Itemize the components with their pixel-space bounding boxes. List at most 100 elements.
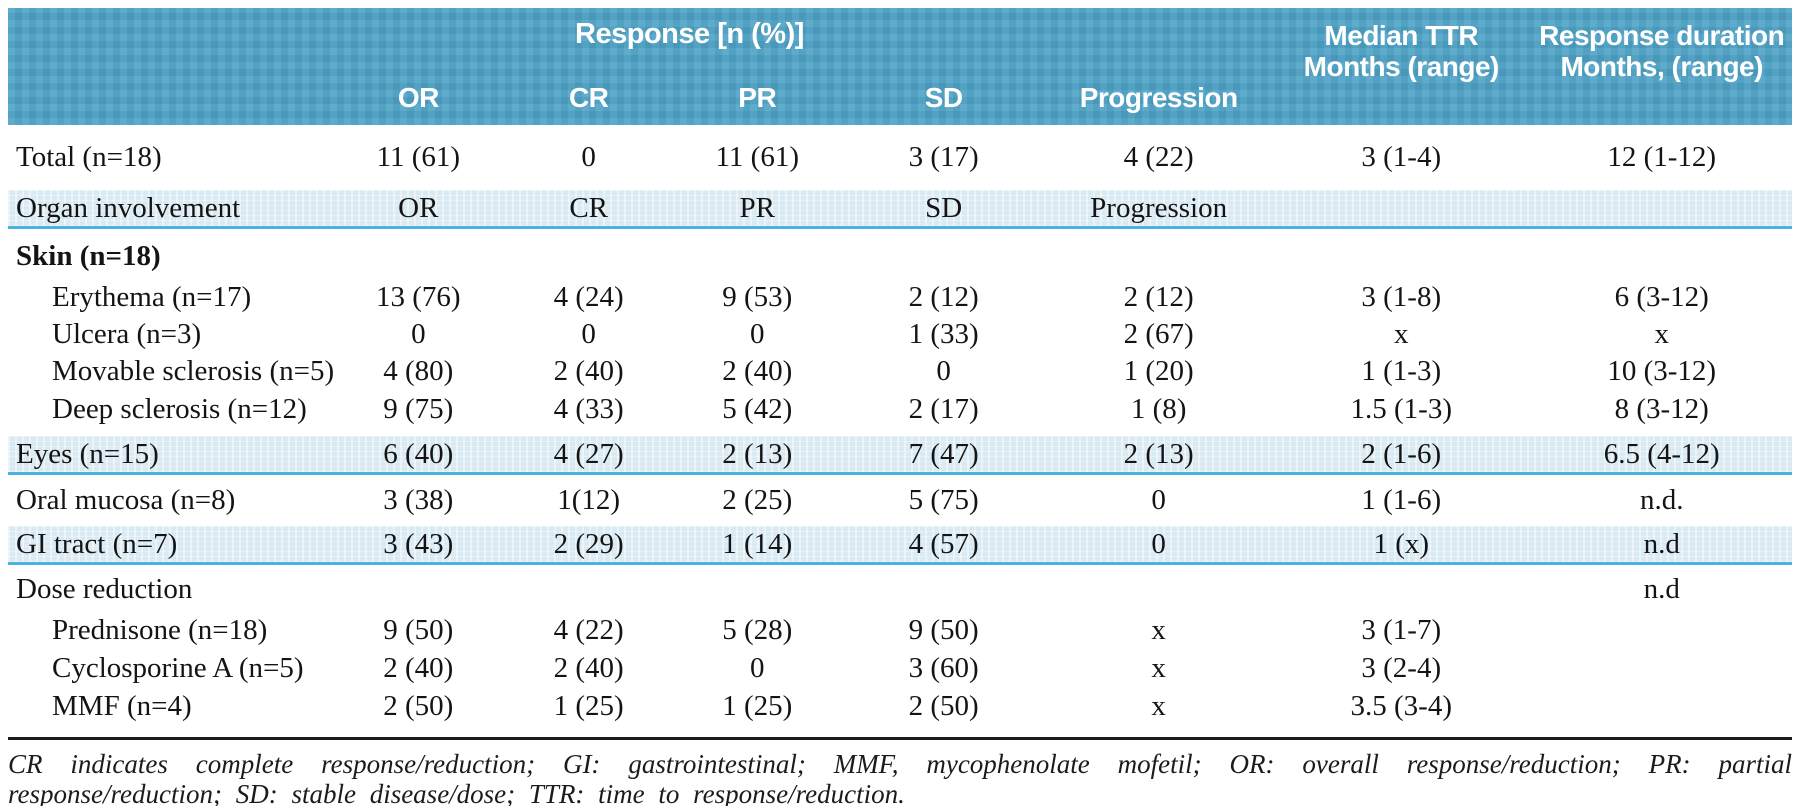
cell: 7 (47) (908, 437, 979, 470)
cell: 5 (28) (722, 613, 793, 646)
cell: 0 (1151, 527, 1166, 560)
table-row: Cyclosporine A (n=5) 2 (40) 2 (40) 0 3 (60) x… (8, 649, 1792, 687)
cell: 3 (1-4) (1361, 141, 1442, 173)
cell: 4 (80) (383, 355, 454, 387)
cell: 3 (2-4) (1361, 651, 1442, 684)
cell: 13 (76) (376, 281, 461, 313)
cell: x (1151, 689, 1166, 722)
row-label: Oral mucosa (n=8) (16, 484, 236, 516)
table-row: Organ involvement OR CR PR SD Progression (8, 190, 1792, 229)
cell: 2 (17) (908, 392, 979, 425)
column-header-pr: PR (738, 82, 777, 113)
cell: 4 (22) (553, 613, 624, 646)
column-header-sd: SD (924, 82, 963, 113)
cell: 11 (61) (376, 141, 461, 173)
cell: 3 (38) (383, 484, 454, 516)
table-row: Total (n=18) 11 (61) 0 11 (61) 3 (17) 4 (22) 3… (8, 125, 1792, 190)
column-group-header-response: Response [n (%)] (575, 18, 804, 50)
cell: 4 (27) (553, 437, 624, 470)
table-row: Dose reduction n.d (8, 565, 1792, 611)
cell: 0 (411, 318, 426, 350)
cell: 3.5 (3-4) (1350, 689, 1452, 722)
cell: 2 (25) (722, 484, 793, 516)
cell: PR (739, 191, 775, 224)
row-label: Organ involvement (16, 191, 241, 224)
cell: 12 (1-12) (1607, 141, 1717, 173)
cell: 2 (40) (553, 355, 624, 387)
cell: 3 (60) (908, 651, 979, 684)
cell: 2 (40) (553, 651, 624, 684)
cell: 6 (3-12) (1614, 281, 1709, 313)
row-label: Total (n=18) (16, 141, 162, 173)
response-duration-line2: Months, (range) (1560, 51, 1763, 82)
row-label: Erythema (n=17) (52, 281, 252, 313)
table-row: Ulcera (n=3) 0 0 0 1 (33) 2 (67) x x (8, 316, 1792, 353)
cell: 1 (1-6) (1361, 484, 1442, 516)
cell: 3 (1-8) (1361, 281, 1442, 313)
table-row: Deep sclerosis (n=12) 9 (75) 4 (33) 5 (42) 2… (8, 390, 1792, 428)
cell: 4 (22) (1123, 141, 1194, 173)
cell: 2 (67) (1123, 318, 1194, 350)
cell: 2 (13) (1123, 437, 1194, 470)
cell: 9 (50) (383, 613, 454, 646)
row-label: Skin (n=18) (16, 239, 161, 272)
cell: n.d (1643, 572, 1680, 605)
response-duration-line1: Response duration (1539, 20, 1785, 51)
median-ttr-line1: Median TTR (1324, 20, 1479, 51)
cell: 6 (40) (383, 437, 454, 470)
cell: x (1151, 613, 1166, 646)
cell: x (1151, 651, 1166, 684)
cell: 1.5 (1-3) (1350, 392, 1452, 425)
cell: 2 (50) (908, 689, 979, 722)
cell: 0 (750, 318, 765, 350)
cell: SD (925, 191, 963, 224)
median-ttr-line2: Months (range) (1303, 51, 1500, 82)
cell: 1 (33) (908, 318, 979, 350)
cell: 11 (61) (715, 141, 800, 173)
cell: n.d. (1639, 484, 1684, 516)
cell: OR (398, 191, 439, 224)
column-header-median-ttr: Median TTR Months (range) (1271, 8, 1531, 125)
row-label: Cyclosporine A (n=5) (52, 651, 304, 684)
table-row: Erythema (n=17) 13 (76) 4 (24) 9 (53) 2 (12)… (8, 279, 1792, 316)
row-label: Ulcera (n=3) (52, 318, 202, 350)
footnote-rule (8, 737, 1792, 740)
table-header: Response [n (%)] Median TTR Months (rang… (8, 8, 1792, 125)
cell: 1(12) (557, 484, 621, 516)
cell: 1 (20) (1123, 355, 1194, 387)
cell: 2 (40) (722, 355, 793, 387)
cell: 0 (1151, 484, 1166, 516)
cell: 5 (75) (908, 484, 979, 516)
row-label: GI tract (n=7) (16, 527, 178, 560)
table-row: Oral mucosa (n=8) 3 (38) 1(12) 2 (25) 5 (75)… (8, 475, 1792, 526)
cell: 5 (42) (722, 392, 793, 425)
cell: 9 (50) (908, 613, 979, 646)
table-row: MMF (n=4) 2 (50) 1 (25) 1 (25) 2 (50) x 3.5 (3… (8, 687, 1792, 725)
cell: 8 (3-12) (1614, 392, 1709, 425)
column-header-progression: Progression (1079, 82, 1238, 113)
cell: 1 (25) (553, 689, 624, 722)
row-label: Prednisone (n=18) (52, 613, 268, 646)
cell: 2 (1-6) (1361, 437, 1442, 470)
table-row: GI tract (n=7) 3 (43) 2 (29) 1 (14) 4 (57) 0 1… (8, 526, 1792, 565)
cell: 1 (x) (1373, 527, 1430, 560)
row-label: Movable sclerosis (n=5) (52, 355, 335, 387)
row-label: Eyes (n=15) (16, 437, 159, 470)
table-footnote: CR indicates complete response/reduction… (8, 749, 1792, 806)
row-label: Deep sclerosis (n=12) (52, 392, 307, 425)
column-header-response-duration: Response duration Months, (range) (1531, 8, 1791, 125)
cell: 6.5 (4-12) (1603, 437, 1720, 470)
cell: 0 (936, 355, 951, 387)
cell: 9 (53) (722, 281, 793, 313)
cell: 1 (8) (1130, 392, 1187, 425)
row-label: MMF (n=4) (52, 689, 192, 722)
cell: 4 (24) (553, 281, 624, 313)
cell: 2 (29) (553, 527, 624, 560)
cell: 3 (43) (383, 527, 454, 560)
cell: 3 (1-7) (1361, 613, 1442, 646)
cell: x (1654, 318, 1669, 350)
cell: 0 (750, 651, 765, 684)
cell: 0 (581, 141, 596, 173)
cell: 4 (57) (908, 527, 979, 560)
